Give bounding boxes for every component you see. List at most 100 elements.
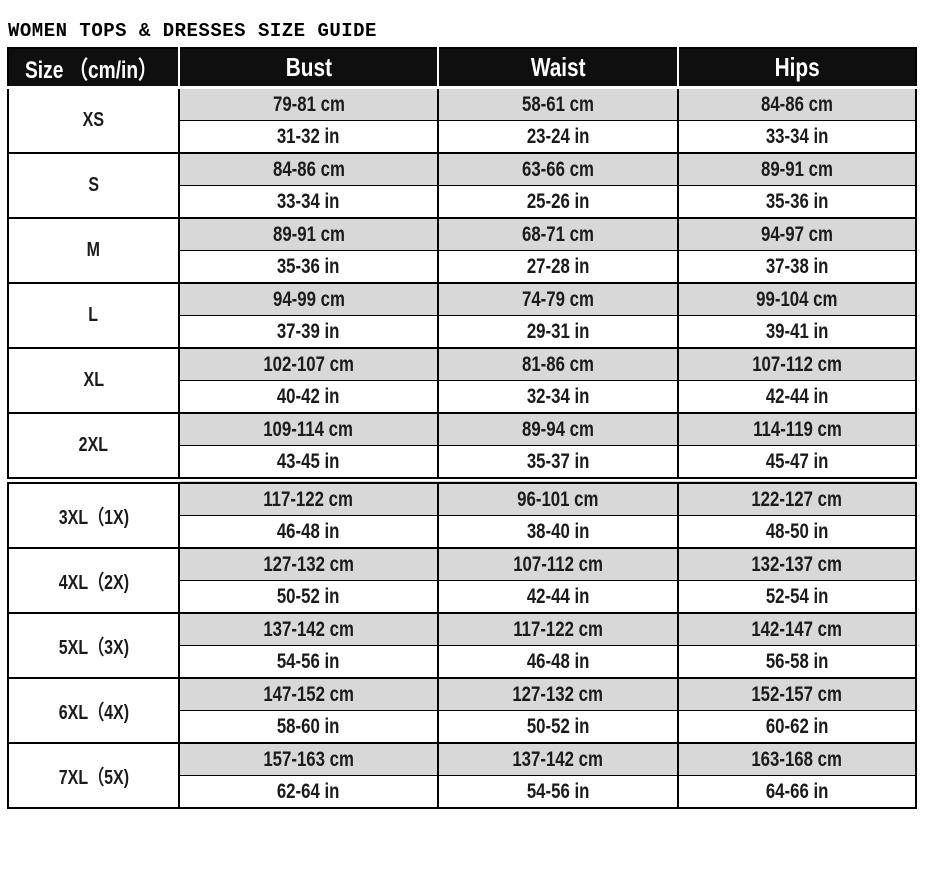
bust-cm-cell: 127-132 cm bbox=[179, 547, 438, 581]
waist-in-cell: 32-34 in bbox=[437, 380, 678, 413]
waist-in-value: 35-37 in bbox=[526, 449, 590, 473]
waist-cm-cell: 96-101 cm bbox=[437, 477, 678, 516]
size-label-cell: 2XL bbox=[8, 412, 180, 481]
hips-cm-value: 94-97 cm bbox=[761, 222, 833, 246]
bust-in-cell: 58-60 in bbox=[179, 710, 438, 743]
hips-in-cell: 33-34 in bbox=[677, 120, 916, 153]
size-label: 2XL bbox=[78, 434, 109, 456]
waist-in-cell: 46-48 in bbox=[437, 645, 678, 678]
waist-in-value: 54-56 in bbox=[526, 779, 590, 803]
table-row-cm: 6XL（4X) 147-152 cm 127-132 cm 152-157 cm bbox=[8, 677, 916, 743]
waist-in-cell: 38-40 in bbox=[437, 515, 678, 548]
waist-in-cell: 23-24 in bbox=[437, 120, 678, 153]
hips-cm-value: 122-127 cm bbox=[751, 487, 843, 511]
size-label-cell: XS bbox=[8, 86, 180, 153]
waist-cm-value: 81-86 cm bbox=[522, 352, 594, 376]
bust-cm-cell: 109-114 cm bbox=[179, 412, 438, 446]
bust-cm-cell: 94-99 cm bbox=[179, 282, 438, 316]
hips-in-cell: 45-47 in bbox=[677, 445, 916, 481]
waist-in-cell: 54-56 in bbox=[437, 775, 678, 808]
waist-in-value: 29-31 in bbox=[526, 319, 590, 343]
waist-cm-value: 89-94 cm bbox=[522, 417, 594, 441]
header-size: Size （cm/in） bbox=[8, 48, 179, 89]
waist-cm-cell: 63-66 cm bbox=[437, 152, 678, 186]
page-title: WOMEN TOPS & DRESSES SIZE GUIDE bbox=[8, 20, 377, 42]
hips-cm-cell: 94-97 cm bbox=[677, 217, 916, 251]
size-table-body: XS 79-81 cm 58-61 cm 84-86 cm 31-32 in 23-24 … bbox=[8, 86, 916, 808]
table-row-in: 37-39 in 29-31 in 39-41 in bbox=[8, 315, 916, 348]
bust-in-cell: 54-56 in bbox=[179, 645, 438, 678]
hips-in-cell: 60-62 in bbox=[677, 710, 916, 743]
bust-in-cell: 46-48 in bbox=[179, 515, 438, 548]
bust-in-value: 40-42 in bbox=[277, 384, 340, 408]
waist-in-cell: 29-31 in bbox=[437, 315, 678, 348]
hips-cm-value: 99-104 cm bbox=[756, 287, 838, 311]
hips-cm-cell: 107-112 cm bbox=[677, 347, 916, 381]
bust-in-cell: 31-32 in bbox=[179, 120, 438, 153]
waist-cm-cell: 68-71 cm bbox=[437, 217, 678, 251]
table-row-in: 62-64 in 54-56 in 64-66 in bbox=[8, 775, 916, 808]
waist-cm-cell: 107-112 cm bbox=[437, 547, 678, 581]
size-label-cell: 7XL（5X) bbox=[8, 742, 180, 808]
hips-in-value: 42-44 in bbox=[765, 384, 829, 408]
waist-cm-value: 127-132 cm bbox=[512, 682, 604, 706]
table-row-in: 50-52 in 42-44 in 52-54 in bbox=[8, 580, 916, 613]
table-row-in: 54-56 in 46-48 in 56-58 in bbox=[8, 645, 916, 678]
waist-cm-value: 68-71 cm bbox=[522, 222, 594, 246]
table-row-cm: S 84-86 cm 63-66 cm 89-91 cm bbox=[8, 152, 916, 218]
header-hips: Hips bbox=[677, 48, 916, 89]
bust-in-cell: 40-42 in bbox=[179, 380, 438, 413]
bust-cm-value: 102-107 cm bbox=[263, 352, 354, 376]
size-label-cell: 4XL（2X) bbox=[8, 547, 180, 613]
hips-cm-value: 163-168 cm bbox=[751, 747, 843, 771]
bust-cm-cell: 79-81 cm bbox=[179, 86, 438, 121]
bust-cm-value: 94-99 cm bbox=[272, 287, 345, 311]
bust-in-cell: 33-34 in bbox=[179, 185, 438, 218]
hips-cm-value: 114-119 cm bbox=[752, 417, 842, 441]
bust-cm-cell: 157-163 cm bbox=[179, 742, 438, 776]
hips-in-cell: 42-44 in bbox=[677, 380, 916, 413]
header-waist: Waist bbox=[437, 48, 678, 89]
hips-in-cell: 64-66 in bbox=[677, 775, 916, 808]
hips-in-value: 52-54 in bbox=[765, 584, 829, 608]
waist-cm-value: 58-61 cm bbox=[522, 92, 594, 116]
bust-in-value: 31-32 in bbox=[277, 124, 340, 148]
hips-in-value: 33-34 in bbox=[765, 124, 829, 148]
waist-cm-value: 63-66 cm bbox=[522, 157, 594, 181]
header-waist-label: Waist bbox=[530, 52, 586, 82]
table-row-cm: XS 79-81 cm 58-61 cm 84-86 cm bbox=[8, 86, 916, 153]
hips-cm-cell: 114-119 cm bbox=[677, 412, 916, 446]
bust-cm-value: 127-132 cm bbox=[263, 552, 354, 576]
table-row-cm: XL 102-107 cm 81-86 cm 107-112 cm bbox=[8, 347, 916, 413]
bust-in-value: 33-34 in bbox=[277, 189, 340, 213]
waist-in-cell: 35-37 in bbox=[437, 445, 678, 481]
bust-in-value: 58-60 in bbox=[277, 714, 340, 738]
hips-cm-value: 132-137 cm bbox=[751, 552, 843, 576]
bust-in-value: 54-56 in bbox=[277, 649, 340, 673]
hips-in-value: 45-47 in bbox=[765, 449, 829, 473]
size-guide-page: WOMEN TOPS & DRESSES SIZE GUIDE Size （cm… bbox=[7, 20, 917, 809]
size-guide-table: Size （cm/in） Bust Waist Hips XS 79-81 cm 5… bbox=[7, 47, 917, 809]
table-row-cm: L 94-99 cm 74-79 cm 99-104 cm bbox=[8, 282, 916, 348]
hips-in-cell: 52-54 in bbox=[677, 580, 916, 613]
size-label-cell: 3XL（1X) bbox=[8, 477, 180, 548]
hips-cm-value: 89-91 cm bbox=[761, 157, 833, 181]
hips-in-value: 56-58 in bbox=[765, 649, 829, 673]
waist-in-cell: 42-44 in bbox=[437, 580, 678, 613]
hips-cm-cell: 152-157 cm bbox=[677, 677, 916, 711]
table-row-cm: 4XL（2X) 127-132 cm 107-112 cm 132-137 cm bbox=[8, 547, 916, 613]
hips-in-value: 39-41 in bbox=[765, 319, 829, 343]
waist-in-value: 32-34 in bbox=[526, 384, 590, 408]
bust-in-cell: 37-39 in bbox=[179, 315, 438, 348]
size-label-cell: XL bbox=[8, 347, 180, 413]
bust-cm-cell: 102-107 cm bbox=[179, 347, 438, 381]
waist-in-value: 25-26 in bbox=[526, 189, 590, 213]
hips-cm-cell: 163-168 cm bbox=[677, 742, 916, 776]
hips-in-cell: 39-41 in bbox=[677, 315, 916, 348]
hips-cm-cell: 84-86 cm bbox=[677, 86, 916, 121]
size-label: XL bbox=[83, 369, 104, 391]
table-row-in: 31-32 in 23-24 in 33-34 in bbox=[8, 120, 916, 153]
size-label: 5XL（3X) bbox=[58, 637, 129, 659]
table-row-in: 40-42 in 32-34 in 42-44 in bbox=[8, 380, 916, 413]
bust-cm-value: 157-163 cm bbox=[263, 747, 354, 771]
